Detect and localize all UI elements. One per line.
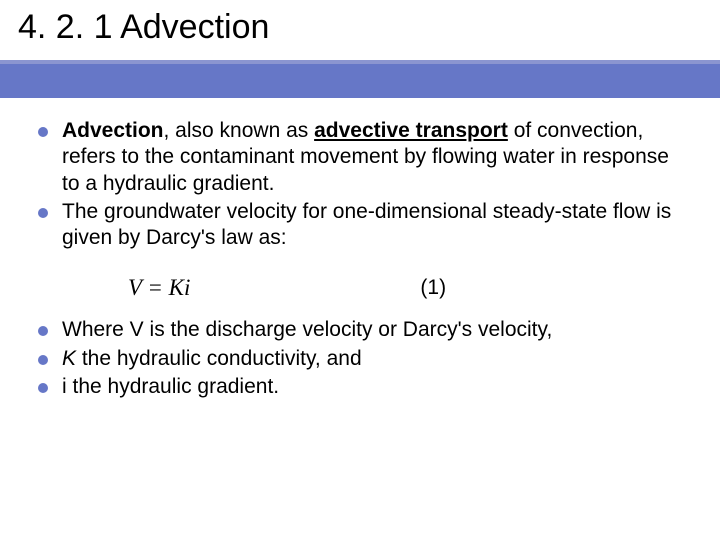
term-bold: Advection [62,119,164,142]
bullet-icon [38,208,48,218]
bullet-text: i the hydraulic gradient. [62,374,279,400]
bullet-group-1: Advection, also known as advective trans… [38,118,682,251]
bullet-text: Where V is the discharge velocity or Dar… [62,317,552,343]
bullet-text: Advection, also known as advective trans… [62,118,682,197]
content-area: Advection, also known as advective trans… [38,118,682,424]
bullet-icon [38,127,48,137]
bullet-group-2: Where V is the discharge velocity or Dar… [38,317,682,400]
header-bar: 4. 2. 1 Advection [0,0,720,98]
bullet-text: The groundwater velocity for one-dimensi… [62,199,682,252]
term-bold-underline: advective transport [314,119,508,142]
list-item: Where V is the discharge velocity or Dar… [38,317,682,343]
list-item: Advection, also known as advective trans… [38,118,682,197]
text-fragment: , also known as [164,119,315,142]
accent-band [0,64,720,98]
title-area: 4. 2. 1 Advection [18,8,702,47]
bullet-icon [38,355,48,365]
slide-title: 4. 2. 1 Advection [18,8,702,47]
equation-expression: V = Ki [128,275,420,301]
slide-container: 4. 2. 1 Advection Advection, also known … [0,0,720,540]
text-fragment: the hydraulic conductivity, and [76,347,362,370]
bullet-text: K the hydraulic conductivity, and [62,346,362,372]
list-item: The groundwater velocity for one-dimensi… [38,199,682,252]
bullet-icon [38,383,48,393]
term-italic: K [62,347,76,370]
list-item: K the hydraulic conductivity, and [38,346,682,372]
equation-row: V = Ki (1) [38,275,682,301]
list-item: i the hydraulic gradient. [38,374,682,400]
bullet-icon [38,326,48,336]
equation-label: (1) [420,276,446,300]
